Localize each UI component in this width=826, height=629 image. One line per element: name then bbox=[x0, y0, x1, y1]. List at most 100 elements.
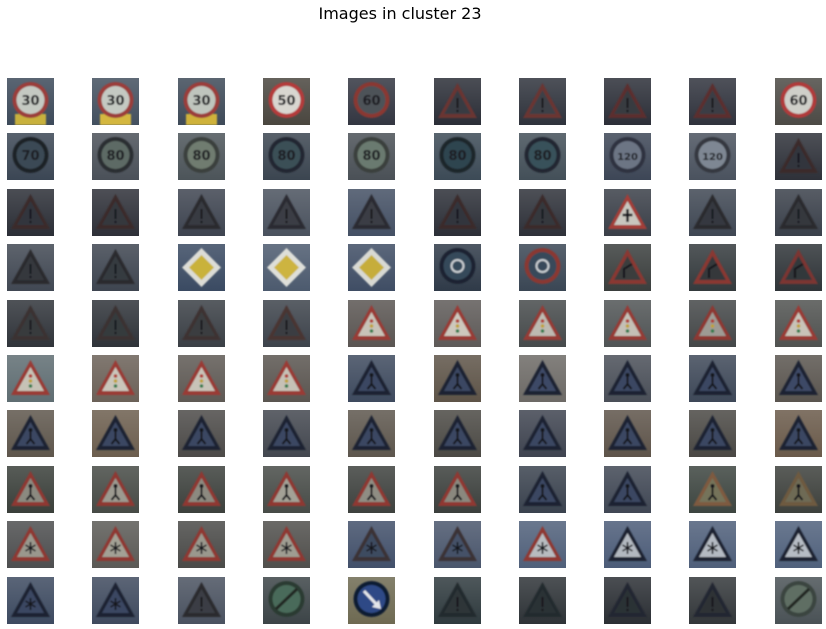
cluster-image-85 bbox=[348, 521, 395, 568]
sign-thumbnail bbox=[775, 244, 822, 291]
sign-thumbnail bbox=[434, 244, 481, 291]
sign-thumbnail: 60 bbox=[348, 78, 395, 125]
sign-thumbnail: 120 bbox=[604, 133, 651, 180]
cluster-image-58 bbox=[604, 355, 651, 402]
svg-text:80: 80 bbox=[192, 149, 210, 164]
cluster-image-4: 50 bbox=[263, 78, 310, 125]
sign-thumbnail bbox=[178, 466, 225, 513]
sign-thumbnail: 50 bbox=[263, 78, 310, 125]
svg-text:70: 70 bbox=[21, 149, 39, 164]
cluster-image-89 bbox=[689, 521, 736, 568]
sign-thumbnail bbox=[92, 300, 139, 347]
sign-thumbnail bbox=[519, 410, 566, 457]
sign-thumbnail bbox=[604, 521, 651, 568]
sign-thumbnail bbox=[263, 410, 310, 457]
sign-thumbnail: 80 bbox=[178, 133, 225, 180]
cluster-image-11: 70 bbox=[7, 133, 54, 180]
cluster-image-87 bbox=[519, 521, 566, 568]
sign-thumbnail bbox=[434, 466, 481, 513]
cluster-image-74 bbox=[263, 466, 310, 513]
sign-thumbnail bbox=[689, 244, 736, 291]
cluster-image-56 bbox=[434, 355, 481, 402]
sign-thumbnail bbox=[7, 410, 54, 457]
cluster-image-60 bbox=[775, 355, 822, 402]
svg-text:30: 30 bbox=[21, 94, 39, 109]
sign-thumbnail: 30 bbox=[92, 78, 139, 125]
cluster-image-42 bbox=[92, 300, 139, 347]
cluster-image-12: 80 bbox=[92, 133, 139, 180]
sign-thumbnail bbox=[7, 355, 54, 402]
cluster-image-5: 60 bbox=[348, 78, 395, 125]
cluster-image-34 bbox=[263, 244, 310, 291]
sign-thumbnail bbox=[604, 244, 651, 291]
sign-thumbnail: 80 bbox=[92, 133, 139, 180]
sign-thumbnail bbox=[775, 577, 822, 624]
sign-thumbnail bbox=[348, 300, 395, 347]
cluster-image-38 bbox=[604, 244, 651, 291]
cluster-image-16: 80 bbox=[434, 133, 481, 180]
cluster-image-21 bbox=[7, 189, 54, 236]
sign-thumbnail bbox=[519, 355, 566, 402]
cluster-image-94 bbox=[263, 577, 310, 624]
sign-thumbnail: 120 bbox=[689, 133, 736, 180]
svg-text:80: 80 bbox=[277, 149, 295, 164]
sign-thumbnail bbox=[348, 410, 395, 457]
cluster-image-95 bbox=[348, 577, 395, 624]
cluster-image-14: 80 bbox=[263, 133, 310, 180]
sign-thumbnail bbox=[178, 521, 225, 568]
cluster-image-43 bbox=[178, 300, 225, 347]
sign-thumbnail bbox=[92, 466, 139, 513]
sign-thumbnail bbox=[348, 521, 395, 568]
svg-text:120: 120 bbox=[617, 152, 638, 163]
cluster-image-93 bbox=[178, 577, 225, 624]
cluster-image-33 bbox=[178, 244, 225, 291]
cluster-image-53 bbox=[178, 355, 225, 402]
cluster-image-57 bbox=[519, 355, 566, 402]
sign-thumbnail bbox=[519, 189, 566, 236]
sign-thumbnail bbox=[689, 78, 736, 125]
cluster-image-28 bbox=[604, 189, 651, 236]
cluster-image-71 bbox=[7, 466, 54, 513]
sign-thumbnail bbox=[689, 466, 736, 513]
sign-thumbnail bbox=[604, 300, 651, 347]
svg-text:30: 30 bbox=[192, 94, 210, 109]
cluster-image-77 bbox=[519, 466, 566, 513]
sign-thumbnail bbox=[178, 189, 225, 236]
cluster-image-96 bbox=[434, 577, 481, 624]
cluster-image-98 bbox=[604, 577, 651, 624]
svg-text:80: 80 bbox=[106, 149, 124, 164]
cluster-image-37 bbox=[519, 244, 566, 291]
cluster-image-78 bbox=[604, 466, 651, 513]
sign-thumbnail bbox=[263, 577, 310, 624]
cluster-image-17: 80 bbox=[519, 133, 566, 180]
sign-thumbnail bbox=[434, 300, 481, 347]
cluster-image-62 bbox=[92, 410, 139, 457]
sign-thumbnail bbox=[92, 189, 139, 236]
cluster-image-41 bbox=[7, 300, 54, 347]
sign-thumbnail bbox=[519, 244, 566, 291]
sign-thumbnail: 80 bbox=[519, 133, 566, 180]
sign-thumbnail bbox=[775, 521, 822, 568]
sign-thumbnail bbox=[689, 521, 736, 568]
sign-thumbnail: 80 bbox=[348, 133, 395, 180]
cluster-image-65 bbox=[348, 410, 395, 457]
sign-thumbnail: 80 bbox=[263, 133, 310, 180]
sign-thumbnail bbox=[434, 410, 481, 457]
cluster-image-30 bbox=[775, 189, 822, 236]
sign-thumbnail bbox=[348, 244, 395, 291]
sign-thumbnail bbox=[519, 521, 566, 568]
cluster-image-45 bbox=[348, 300, 395, 347]
cluster-image-36 bbox=[434, 244, 481, 291]
sign-thumbnail bbox=[263, 521, 310, 568]
cluster-image-84 bbox=[263, 521, 310, 568]
sign-thumbnail: 80 bbox=[434, 133, 481, 180]
sign-thumbnail bbox=[92, 521, 139, 568]
sign-thumbnail bbox=[92, 244, 139, 291]
cluster-image-3: 30 bbox=[178, 78, 225, 125]
cluster-image-46 bbox=[434, 300, 481, 347]
sign-thumbnail bbox=[434, 78, 481, 125]
cluster-image-20 bbox=[775, 133, 822, 180]
sign-thumbnail bbox=[434, 521, 481, 568]
cluster-image-32 bbox=[92, 244, 139, 291]
sign-thumbnail bbox=[263, 355, 310, 402]
